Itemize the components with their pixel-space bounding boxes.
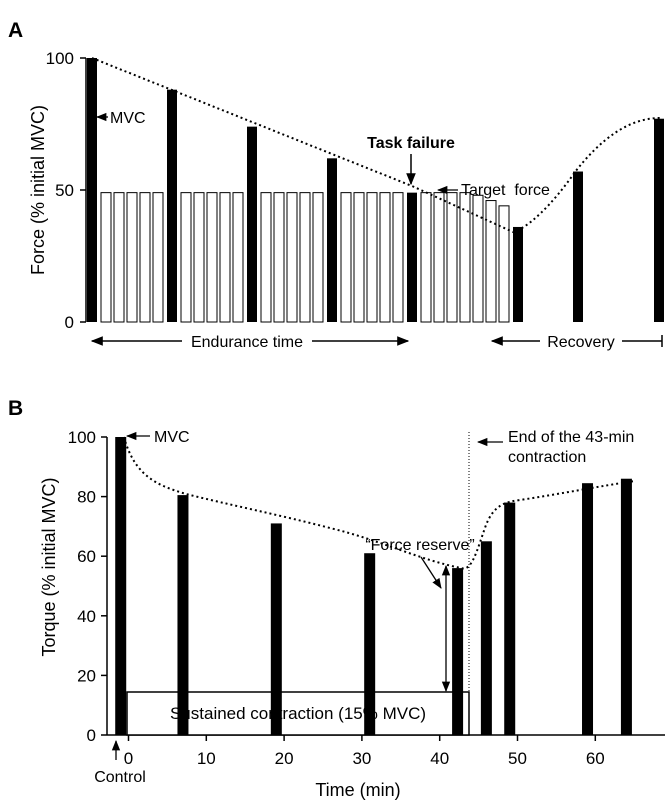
panel-a-y-tick-label: 100 [46,49,74,68]
panel-a-submax-bar [113,192,125,323]
panel-a-recovery-bar [654,118,664,322]
panel-b-x-tick-label: 40 [430,749,449,768]
panel-b-y-tick-label: 0 [87,726,96,745]
panel-b-force-reserve-label: “Force reserve” [365,537,474,554]
panel-a-submax-bar [180,192,192,323]
panel-a-target-force-label: Target force [461,182,550,199]
panel-a: A Force (% initial MVC) 0 50 100 MVC Task … [8,19,664,351]
panel-a-submax-bar [206,192,218,323]
panel-a-submax-bar [312,192,324,323]
panel-a-submax-bar [433,192,445,323]
panel-a-task-failure-label: Task failure [367,135,455,152]
panel-a-mvc-bar [167,89,177,323]
panel-a-mvc-bar [407,192,417,322]
panel-a-endurance-label-bg [182,331,312,351]
panel-b: B Torque (% initial MVC) Time (min) 0 20 4… [8,397,665,800]
panel-a-submax-bar [379,192,391,323]
panel-a-submax-bar [459,192,471,323]
panel-a-recovery-label: Recovery [547,334,615,351]
panel-b-y-tick-label: 60 [77,547,96,566]
panel-a-y-axis-label: Force (% initial MVC) [28,105,48,275]
panel-a-submax-bar [193,192,205,323]
panel-b-mvc-label: MVC [154,429,190,446]
panel-a-submax-bar [152,192,164,323]
panel-b-end-contraction-label-line2: contraction [508,449,586,466]
panel-b-mvc-bar [480,541,492,735]
panel-b-x-tick-label: 20 [275,749,294,768]
panel-b-x-ticks: 0 10 20 30 40 50 60 [124,735,605,768]
panel-a-recovery-bar [573,171,583,322]
panel-a-submax-bar [485,200,497,323]
panel-b-mvc-bar [504,502,516,735]
panel-a-y-tick-label: 50 [55,181,74,200]
panel-a-label: A [8,19,23,42]
panel-b-x-tick-label: 50 [508,749,527,768]
panel-b-mvc-bar [620,478,632,735]
panel-b-mvc-bar [177,495,189,735]
panel-b-y-tick-label: 40 [77,607,96,626]
panel-b-mvc-bar [115,437,127,735]
panel-b-y-ticks: 0 20 40 60 80 100 [68,428,107,745]
panel-a-submax-bar [139,192,151,323]
panel-a-submax-bar [260,192,272,323]
panel-b-y-tick-label: 20 [77,666,96,685]
panel-a-mvc-label: MVC [110,110,146,127]
panel-b-force-reserve-pointer [420,556,442,589]
panel-a-submax-bar [472,194,484,323]
panel-b-sustained-contraction-label: Sustained contraction (15% MVC) [170,704,426,723]
panel-a-submax-bar [353,192,365,323]
panel-b-x-tick-label: 0 [124,749,133,768]
panel-a-submax-bar [498,205,510,323]
panel-a-submax-bar [392,192,404,323]
panel-b-mvc-bar [452,568,464,735]
panel-a-y-ticks: 0 50 100 [46,49,86,332]
panel-b-label: B [8,397,23,420]
panel-a-submax-bar [126,192,138,323]
panel-a-bars [87,58,664,323]
panel-a-mvc-bar [247,126,257,322]
panel-b-y-tick-label: 80 [77,488,96,507]
panel-b-bars [115,437,632,735]
panel-a-submax-bar [420,192,432,323]
panel-a-submax-bar [446,192,458,323]
panel-a-submax-bar [273,192,285,323]
panel-a-mvc-bar [327,158,337,322]
panel-a-submax-bar [286,192,298,323]
panel-b-y-axis-label: Torque (% initial MVC) [39,477,59,656]
panel-b-end-contraction-label-line1: End of the 43-min [508,429,634,446]
panel-b-x-tick-label: 60 [586,749,605,768]
panel-a-recovery-label-bg [540,331,622,351]
panel-b-x-tick-label: 30 [352,749,371,768]
panel-a-submax-bar [219,192,231,323]
panel-b-x-axis-label: Time (min) [315,780,400,800]
panel-b-mvc-bar [364,553,376,735]
panel-a-mvc-bar [513,226,523,322]
panel-b-x-tick-label: 10 [197,749,216,768]
panel-a-mvc-bar [87,58,97,322]
panel-a-submax-bar [299,192,311,323]
panel-a-y-tick-label: 0 [65,313,74,332]
panel-a-submax-bar [340,192,352,323]
panel-a-submax-bar [232,192,244,323]
panel-a-endurance-time-label: Endurance time [191,334,303,351]
panel-a-submax-bar [366,192,378,323]
panel-b-mvc-bar [582,483,594,735]
panel-b-mvc-bar [270,523,282,735]
panel-b-control-label: Control [94,769,146,786]
panel-a-submax-bar [100,192,112,323]
panel-b-y-tick-label: 100 [68,428,96,447]
